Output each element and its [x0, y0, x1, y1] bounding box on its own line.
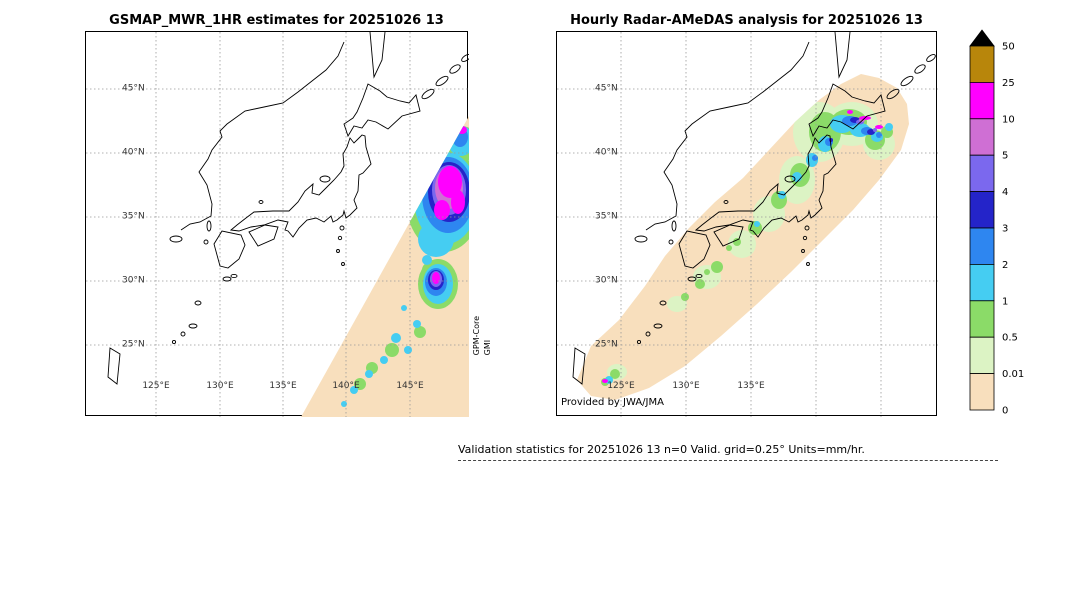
colorbar-segment — [969, 263, 995, 302]
colorbar-overflow-arrow — [969, 29, 995, 47]
colorbar-level-label: 0.01 — [1002, 369, 1024, 380]
right-lat-tick: 30°N — [595, 275, 618, 286]
sensor-label-line1: GPM-Core — [472, 316, 481, 356]
left-lon-tick: 130°E — [206, 381, 234, 391]
colorbar-segment — [969, 373, 995, 411]
left-panel-title: GSMAP_MWR_1HR estimates for 20251026 13 — [109, 13, 444, 28]
colorbar-segment — [969, 300, 995, 338]
left-lon-tick: 145°E — [396, 381, 424, 391]
colorbar-level-label: 4 — [1002, 187, 1008, 198]
colorbar: 50 25 10 5 4 3 2 1 0.5 0.01 0 — [969, 29, 1024, 417]
left-lat-tick: 35°N — [122, 211, 145, 222]
left-map-panel: 45°N 40°N 35°N 30°N 25°N 125°E 130°E 135… — [85, 31, 469, 417]
gsmap-map — [86, 32, 469, 417]
right-map-panel: 45°N 40°N 35°N 30°N 25°N 125°E 130°E 135… — [556, 31, 938, 417]
left-grid-lines — [86, 32, 469, 417]
radar-amedas-map — [557, 32, 938, 417]
radar-rain-cells — [601, 102, 895, 386]
colorbar-segment — [969, 336, 995, 375]
gsmap-swath — [301, 116, 469, 417]
validation-statistics-text: Validation statistics for 20251026 13 n=… — [458, 443, 998, 461]
right-grid-lines — [557, 32, 938, 417]
credit-label: Provided by JWA/JMA — [561, 397, 664, 408]
colorbar-segment — [969, 45, 995, 83]
left-lon-tick: 135°E — [269, 381, 297, 391]
colorbar-level-label: 25 — [1002, 78, 1015, 89]
sensor-label-line2: GMI — [483, 339, 493, 356]
left-lat-tick: 30°N — [122, 275, 145, 286]
colorbar-level-label: 2 — [1002, 260, 1008, 271]
colorbar-level-label: 50 — [1002, 42, 1015, 53]
left-lon-tick: 125°E — [142, 381, 170, 391]
colorbar-level-label: 0 — [1002, 406, 1008, 417]
sensor-label: GPM-Core GMI — [471, 316, 493, 355]
left-lat-tick: 45°N — [122, 83, 145, 94]
right-lat-tick: 35°N — [595, 211, 618, 222]
right-lon-tick: 135°E — [737, 381, 765, 391]
radar-rain-intense — [829, 117, 875, 142]
colorbar-level-label: 1 — [1002, 296, 1008, 307]
colorbar-level-label: 3 — [1002, 224, 1008, 235]
colorbar-level-label: 0.5 — [1002, 333, 1018, 344]
colorbar-segment — [969, 191, 995, 229]
right-lat-tick: 40°N — [595, 147, 618, 158]
right-lon-tick: 125°E — [607, 381, 635, 391]
left-lon-tick: 140°E — [332, 381, 360, 391]
colorbar-level-label: 5 — [1002, 151, 1008, 162]
right-lat-tick: 25°N — [595, 339, 618, 350]
colorbar-level-label: 10 — [1002, 114, 1015, 125]
left-lat-tick: 25°N — [122, 339, 145, 350]
right-panel-title: Hourly Radar-AMeDAS analysis for 2025102… — [570, 13, 923, 28]
colorbar-segment — [969, 82, 995, 120]
colorbar-segment — [969, 154, 995, 192]
left-lat-tick: 40°N — [122, 147, 145, 158]
colorbar-segment — [969, 227, 995, 265]
right-lon-tick: 130°E — [672, 381, 700, 391]
right-lat-tick: 45°N — [595, 83, 618, 94]
colorbar-segment — [969, 118, 995, 156]
